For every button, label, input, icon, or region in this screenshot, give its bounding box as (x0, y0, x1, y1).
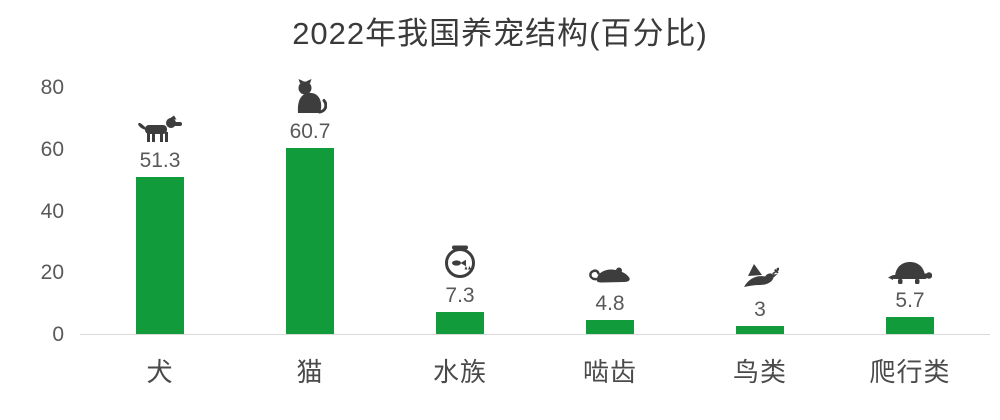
x-axis-category-label: 爬行类 (869, 357, 951, 387)
y-axis: 0 20 40 60 80 (0, 76, 64, 346)
x-axis-category-label: 鸟类 (732, 357, 787, 387)
turtle-icon (835, 260, 985, 285)
fishbowl-icon (385, 245, 535, 279)
cat-icon (235, 78, 385, 115)
bar (886, 317, 934, 335)
plot-area: 51.3 60.7 7.3 4.8 3 5.7 (85, 78, 985, 335)
bar-value-label: 51.3 (139, 148, 181, 172)
x-axis-category-label: 啮齿 (582, 357, 637, 387)
bar-column: 4.8 (535, 88, 685, 335)
bar-column: 51.3 (85, 88, 235, 335)
x-axis: 犬 猫 水族 啮齿 鸟类 爬行类 (85, 352, 985, 389)
bar (436, 312, 484, 335)
y-axis-tick-label: 20 (40, 261, 64, 285)
bar (286, 147, 334, 335)
x-axis-category-label: 犬 (146, 357, 174, 387)
y-axis-tick-label: 0 (52, 323, 64, 346)
bar-value-label: 5.7 (895, 289, 925, 313)
chart-title: 2022年我国养宠结构(百分比) (292, 16, 708, 51)
x-axis-category-label: 猫 (296, 357, 324, 387)
bar-value-label: 7.3 (445, 284, 475, 308)
bar (586, 320, 634, 335)
rodent-icon (535, 263, 685, 287)
bar (136, 176, 184, 335)
x-axis-line (80, 334, 990, 335)
bar-column: 7.3 (385, 88, 535, 335)
y-axis-tick-label: 40 (40, 199, 64, 223)
bar-value-label: 4.8 (595, 292, 625, 316)
bar-value-label: 3 (754, 297, 766, 321)
x-axis-category-label: 水族 (432, 357, 487, 387)
bar-value-label: 60.7 (289, 119, 331, 143)
dog-icon (85, 114, 235, 144)
y-axis-tick-label: 80 (40, 76, 64, 99)
bird-icon (685, 263, 835, 293)
bar-column: 60.7 (235, 78, 385, 335)
bar (736, 325, 784, 335)
y-axis-tick-label: 60 (40, 137, 64, 161)
bar-column: 3 (685, 88, 835, 335)
bar-column: 5.7 (835, 88, 985, 335)
